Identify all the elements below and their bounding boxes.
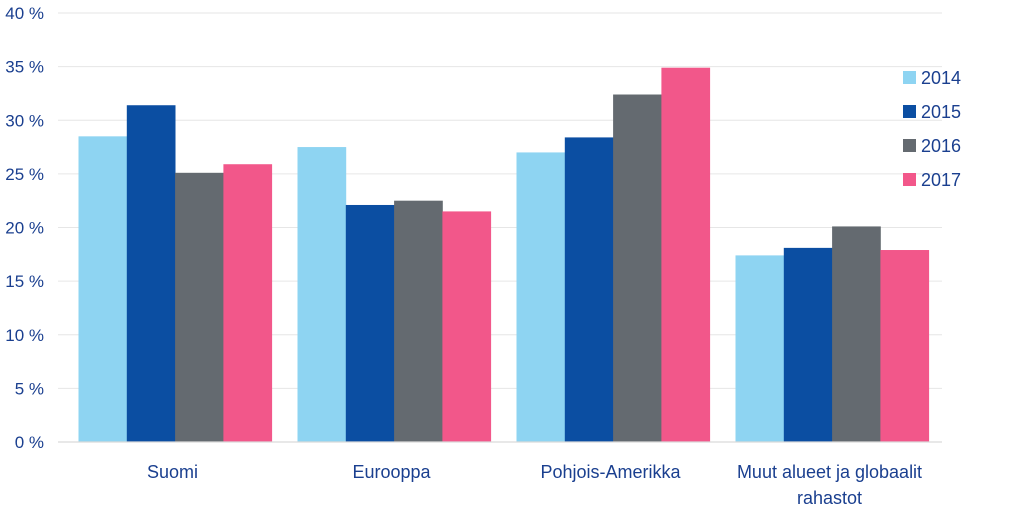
y-tick-label: 25 % [5, 165, 44, 184]
legend-swatch [903, 71, 916, 84]
category-label-line: Muut alueet ja globaalit [737, 462, 922, 482]
y-tick-label: 30 % [5, 111, 44, 130]
category-label: Suomi [147, 462, 198, 482]
bar-2016 [613, 94, 662, 442]
bar-2017 [880, 250, 930, 442]
bar-2015 [345, 204, 395, 442]
bar-2016 [175, 172, 224, 443]
bar-2014 [516, 152, 566, 443]
legend: 2014 2015 2016 2017 [903, 68, 961, 190]
legend-label: 2014 [921, 68, 961, 88]
legend-swatch [903, 173, 916, 186]
category-label: Muut alueet ja globaalit rahastot [737, 462, 922, 508]
category-label: Pohjois-Amerikka [540, 462, 681, 482]
bars [78, 67, 930, 443]
category-label-line: Pohjois-Amerikka [540, 462, 681, 482]
y-tick-label: 5 % [15, 379, 44, 398]
bar-2014 [735, 255, 785, 442]
bar-2016 [394, 200, 443, 442]
y-tick-label: 35 % [5, 58, 44, 77]
category-label-line: Eurooppa [352, 462, 431, 482]
y-tick-label: 10 % [5, 326, 44, 345]
legend-label: 2016 [921, 136, 961, 156]
x-axis: Suomi Eurooppa Pohjois-Amerikka Muut alueet… [58, 441, 942, 508]
legend-label: 2017 [921, 170, 961, 190]
legend-swatch [903, 139, 916, 152]
bar-2017 [661, 67, 711, 442]
bar-2016 [832, 226, 881, 442]
legend-swatch [903, 105, 916, 118]
category-label-line: rahastot [797, 488, 862, 508]
legend-label: 2015 [921, 102, 961, 122]
y-tick-label: 15 % [5, 272, 44, 291]
bar-2014 [297, 147, 347, 442]
bar-2015 [126, 105, 176, 443]
bar-2014 [78, 136, 128, 442]
category-label: Eurooppa [352, 462, 431, 482]
bar-2015 [783, 247, 833, 442]
y-tick-label: 20 % [5, 219, 44, 238]
bar-2017 [223, 164, 273, 442]
y-tick-label: 40 % [5, 4, 44, 23]
bar-2017 [442, 211, 492, 442]
bar-2015 [564, 137, 614, 442]
y-axis: 0 % 5 % 10 % 15 % 20 % 25 % 30 % 35 % 40 % [5, 4, 44, 452]
y-tick-label: 0 % [15, 433, 44, 452]
category-label-line: Suomi [147, 462, 198, 482]
